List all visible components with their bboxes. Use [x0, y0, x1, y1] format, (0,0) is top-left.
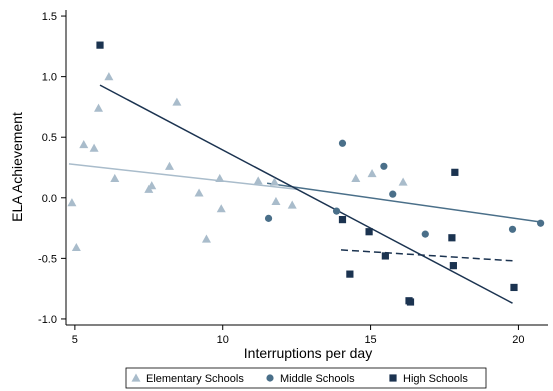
legend-marker-middle-schools: [266, 374, 274, 382]
elementary-schools-point: [194, 188, 204, 197]
high-schools-fit-line: [99, 84, 513, 304]
middle-schools-point: [338, 139, 347, 147]
y-tick-label: -1.0: [38, 314, 57, 326]
elementary-schools-point: [367, 169, 377, 178]
elementary-schools-point: [172, 97, 182, 106]
legend-marker-high-schools: [389, 374, 397, 382]
y-axis-ticks: -1.0 -0.5 0.0 0.5 1.0 1.5: [38, 11, 66, 326]
middle-schools-point: [389, 190, 397, 198]
elementary-schools-point: [94, 103, 104, 112]
high-schools-point: [338, 215, 347, 224]
x-axis-title: Interruptions per day: [244, 345, 372, 361]
legend: Elementary Schools Middle Schools High Sch…: [125, 367, 487, 389]
elementary-schools-point: [89, 143, 99, 152]
high-schools-point: [365, 228, 373, 236]
high-schools-point: [449, 262, 457, 270]
legend-box: [125, 367, 487, 389]
x-tick-label: 15: [364, 334, 376, 346]
x-axis-ticks: 5 10 15 20: [72, 325, 525, 346]
elementary-schools-point: [79, 139, 89, 149]
high-schools-point: [346, 270, 354, 278]
elementary-schools-point: [271, 196, 281, 206]
middle-schools-point: [421, 230, 429, 238]
elementary-schools-point: [398, 177, 408, 186]
elementary-schools-point: [71, 242, 81, 252]
elementary-schools-point: [216, 204, 226, 213]
elementary-schools-point: [147, 181, 157, 190]
elementary-schools-point: [215, 173, 225, 183]
middle-schools-point: [264, 214, 273, 222]
y-tick-label: 0.0: [42, 193, 57, 205]
legend-label-middle-schools: Middle Schools: [280, 373, 355, 385]
elementary-schools-point: [67, 198, 77, 207]
y-tick-label: -0.5: [38, 253, 57, 265]
y-tick-label: 1.5: [42, 11, 57, 23]
elementary-schools-point: [253, 176, 263, 185]
elementary-schools-point: [351, 173, 361, 183]
legend-marker-elementary-schools: [131, 373, 141, 382]
elementary-schools-fit-line: [68, 163, 297, 191]
high-schools-point: [406, 298, 415, 306]
legend-label-high-schools: High Schools: [403, 373, 468, 385]
data-points: [67, 41, 545, 306]
elementary-schools-point: [269, 177, 279, 186]
elementary-schools-point: [201, 234, 211, 243]
high-schools-point: [451, 168, 459, 176]
x-tick-label: 20: [512, 334, 524, 346]
elementary-schools-point: [104, 72, 114, 81]
high-schools-point: [510, 283, 518, 292]
middle-schools-point: [380, 162, 388, 170]
high-schools-point: [381, 252, 389, 260]
high-schools-dashed-fit-line: [340, 249, 513, 262]
elementary-schools-point: [287, 200, 297, 209]
y-tick-label: 1.0: [42, 72, 57, 84]
middle-schools-point: [537, 219, 545, 227]
y-axis-title: ELA Achievement: [9, 112, 25, 222]
x-tick-label: 5: [72, 334, 78, 346]
legend-label-elementary-schools: Elementary Schools: [146, 373, 244, 385]
high-schools-point: [448, 234, 456, 242]
elementary-schools-point: [110, 173, 120, 183]
middle-schools-fit-line: [266, 182, 541, 223]
y-tick-label: 0.5: [42, 132, 57, 144]
high-schools-point: [96, 41, 104, 49]
fit-lines: [68, 84, 541, 304]
middle-schools-point: [508, 225, 517, 233]
elementary-schools-point: [164, 161, 174, 170]
x-tick-label: 10: [217, 334, 229, 346]
middle-schools-point: [332, 207, 341, 215]
